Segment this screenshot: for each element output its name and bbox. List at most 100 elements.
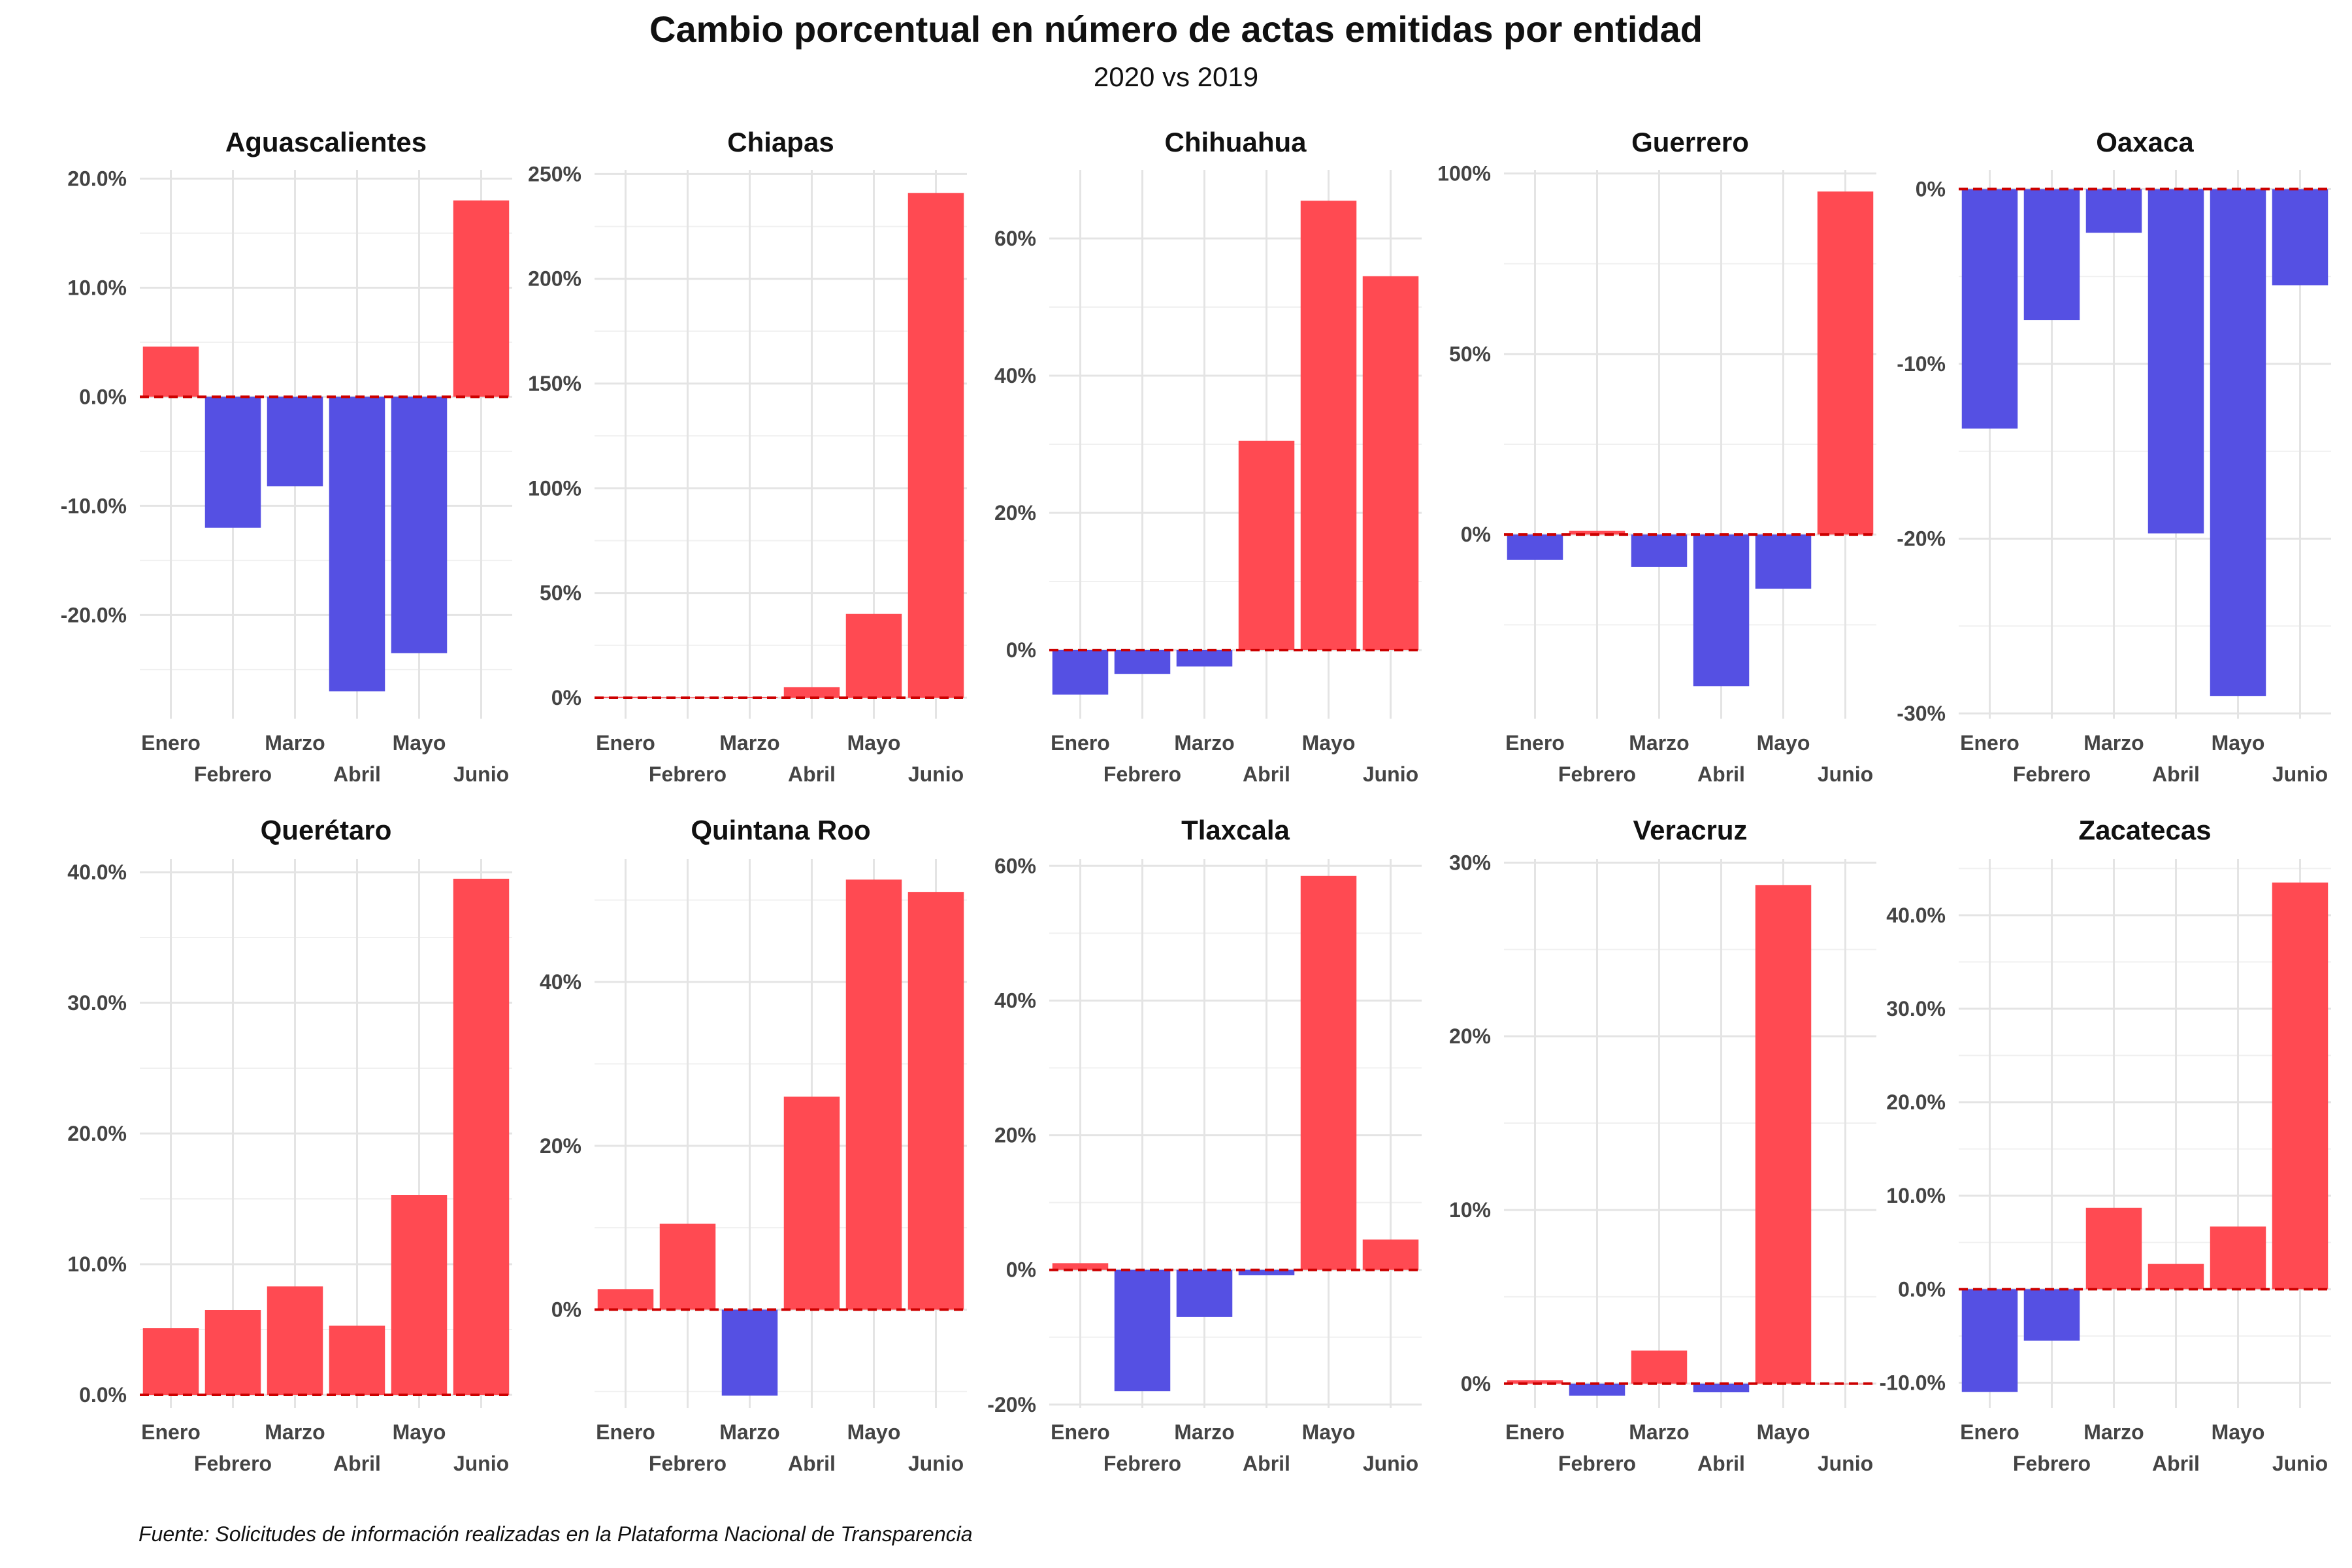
x-tick-label: Junio [1818, 762, 1873, 786]
y-tick-label: 40% [540, 970, 581, 994]
x-tick-label: Junio [453, 1452, 509, 1475]
bar-abril [329, 397, 385, 692]
x-tick-label: Marzo [2083, 731, 2144, 755]
x-tick-label: Febrero [1103, 762, 1181, 786]
y-tick-label: 10.0% [67, 1252, 127, 1276]
bar-junio [2272, 189, 2328, 286]
bar-mayo [1755, 885, 1812, 1384]
bar-marzo [1176, 1269, 1233, 1317]
x-tick-label: Enero [141, 1420, 201, 1444]
x-tick-label: Abril [1243, 762, 1290, 786]
source-caption: Fuente: Solicitudes de información reali… [139, 1522, 973, 1546]
x-tick-label: Junio [1818, 1452, 1873, 1475]
y-tick-label: -20% [987, 1393, 1036, 1416]
y-tick-label: 30.0% [1886, 997, 1946, 1021]
x-tick-label: Enero [1051, 1420, 1110, 1444]
bar-enero [1052, 650, 1109, 695]
bar-abril [783, 1096, 840, 1310]
bar-junio [453, 200, 510, 397]
bar-abril [1238, 440, 1295, 650]
bar-marzo [1176, 650, 1233, 667]
y-tick-label: 20% [1449, 1024, 1491, 1048]
x-tick-label: Enero [1051, 731, 1110, 755]
x-tick-label: Mayo [847, 1420, 901, 1444]
y-tick-label: 40.0% [1886, 904, 1946, 927]
bar-enero [1507, 534, 1563, 560]
bar-junio [907, 193, 964, 698]
bar-febrero [1114, 650, 1171, 674]
y-tick-label: 0.0% [79, 1383, 127, 1407]
y-tick-label: 10% [1449, 1198, 1491, 1222]
x-tick-label: Abril [2152, 762, 2200, 786]
x-tick-label: Febrero [2013, 762, 2091, 786]
panel-title: Tlaxcala [1181, 815, 1290, 845]
chart-subtitle: 2020 vs 2019 [1093, 61, 1259, 92]
bar-abril [2148, 189, 2204, 534]
bar-mayo [1300, 201, 1357, 650]
panel-quer-taro: 0.0% 10.0% 20.0% 30.0% 40.0% Enero Febrero Marz… [67, 815, 512, 1475]
y-tick-label: 20.0% [1886, 1090, 1946, 1114]
x-tick-label: Marzo [1629, 1420, 1689, 1444]
y-tick-label: 20% [540, 1134, 581, 1158]
x-tick-label: Marzo [1174, 731, 1234, 755]
x-tick-label: Junio [2272, 762, 2328, 786]
bar-marzo [1631, 534, 1688, 567]
x-tick-label: Mayo [1302, 731, 1356, 755]
x-tick-label: Junio [908, 1452, 964, 1475]
y-tick-label: 150% [528, 372, 581, 395]
x-tick-label: Abril [2152, 1452, 2200, 1475]
panel-quintana-roo: 0% 20% 40% Enero Febrero Marzo Abril Mayo Junio Q… [540, 815, 967, 1475]
bar-febrero [2023, 1289, 2080, 1341]
x-tick-label: Enero [1505, 731, 1565, 755]
bar-mayo [2210, 1226, 2266, 1290]
x-tick-label: Enero [141, 731, 201, 755]
y-tick-label: -10.0% [61, 494, 127, 517]
bar-junio [1362, 276, 1419, 650]
x-tick-label: Abril [333, 762, 381, 786]
bar-febrero [659, 1223, 716, 1310]
bar-junio [453, 879, 510, 1395]
bar-enero [1052, 1263, 1109, 1270]
y-tick-label: 0% [1461, 1372, 1491, 1396]
x-tick-label: Marzo [1629, 731, 1689, 755]
x-tick-label: Enero [1960, 731, 2019, 755]
bar-marzo [721, 696, 778, 698]
y-tick-label: 10.0% [67, 276, 127, 299]
x-tick-label: Marzo [719, 731, 779, 755]
x-tick-label: Febrero [649, 1452, 727, 1475]
bar-mayo [845, 613, 902, 698]
y-tick-label: 20% [994, 501, 1036, 525]
x-tick-label: Marzo [719, 1420, 779, 1444]
bar-abril [329, 1326, 385, 1395]
bar-junio [1362, 1239, 1419, 1270]
y-tick-label: 200% [528, 267, 581, 291]
y-tick-label: 30% [1449, 851, 1491, 874]
y-tick-label: -20.0% [61, 603, 127, 627]
bar-junio [2272, 882, 2328, 1290]
panel-title: Quintana Roo [691, 815, 870, 845]
panel-aguascalientes: -20.0% -10.0% 0.0% 10.0% 20.0% Enero Febrero Ma… [61, 127, 512, 786]
panel-title: Chiapas [727, 127, 834, 157]
panel-veracruz: 0% 10% 20% 30% Enero Febrero Marzo Abril Mayo Jun… [1449, 815, 1876, 1475]
y-tick-label: 0.0% [79, 385, 127, 408]
y-tick-label: 250% [528, 162, 581, 186]
bar-enero [597, 1289, 654, 1310]
bar-marzo [267, 1286, 323, 1395]
bar-enero [1961, 1289, 2018, 1392]
bar-junio [1817, 191, 1874, 535]
y-tick-label: -20% [1897, 527, 1946, 550]
panel-title: Guerrero [1631, 127, 1749, 157]
y-tick-label: 40% [994, 988, 1036, 1012]
y-tick-label: -30% [1897, 702, 1946, 725]
panel-guerrero: 0% 50% 100% Enero Febrero Marzo Abril Mayo Junio… [1437, 127, 1876, 786]
x-tick-label: Mayo [847, 731, 901, 755]
bar-marzo [1631, 1350, 1688, 1384]
bar-mayo [845, 879, 902, 1310]
panel-oaxaca: -30% -20% -10% 0% Enero Febrero Marzo Abril Mayo… [1897, 127, 2331, 786]
panel-chiapas: 0% 50% 100% 150% 200% 250% Enero Febrero Marzo Ab… [528, 127, 967, 786]
bar-junio [907, 892, 964, 1310]
y-tick-label: 0% [1916, 177, 1946, 201]
x-tick-label: Junio [908, 762, 964, 786]
x-tick-label: Mayo [393, 731, 446, 755]
panel-zacatecas: -10.0% 0.0% 10.0% 20.0% 30.0% 40.0% Enero Febre… [1880, 815, 2331, 1475]
